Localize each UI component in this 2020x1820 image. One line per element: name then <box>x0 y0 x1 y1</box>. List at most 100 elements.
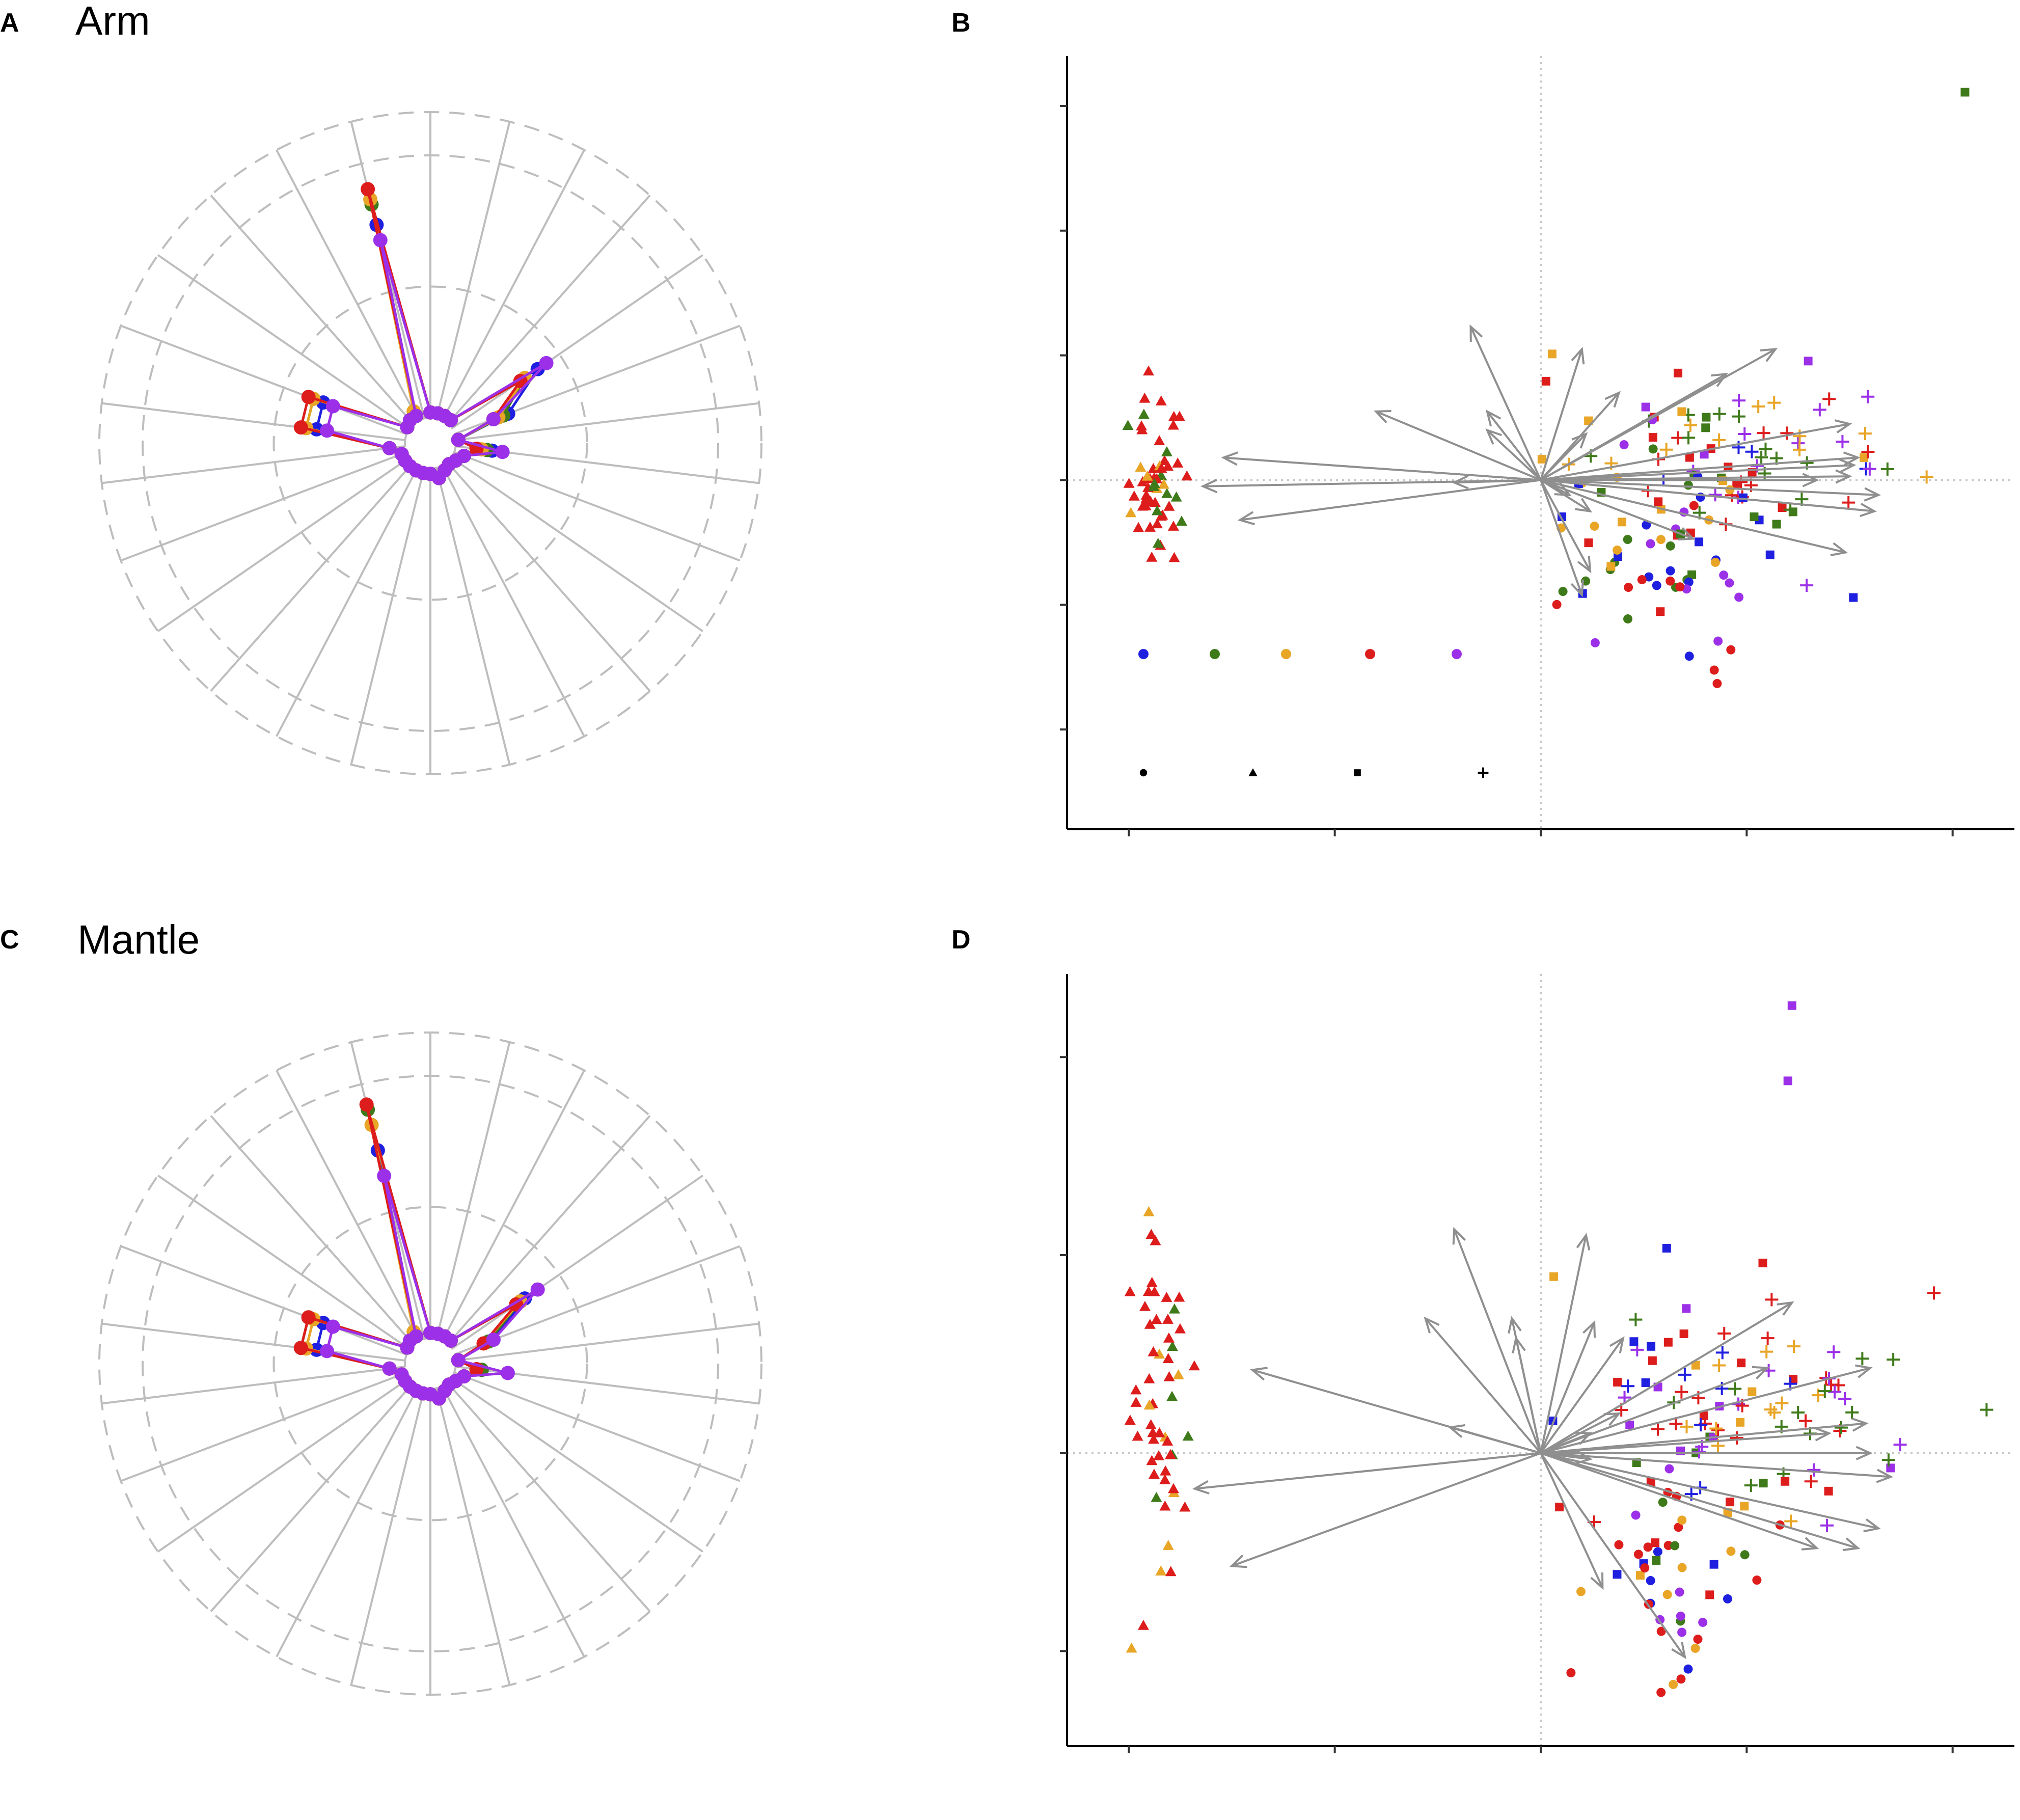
data-point <box>1144 522 1156 532</box>
data-point <box>1711 1423 1725 1437</box>
data-point <box>1656 535 1666 545</box>
data-point <box>1143 365 1155 376</box>
data-point <box>1861 445 1875 458</box>
loading-arrow-f18-0 <box>1540 1367 1871 1454</box>
data-point <box>1669 1417 1683 1430</box>
data-point <box>1682 431 1696 445</box>
radar-spoke <box>446 1382 651 1612</box>
data-point <box>1787 1340 1801 1353</box>
loading-arrowhead <box>1603 1412 1622 1426</box>
loading-arrowhead <box>1570 579 1585 597</box>
loading-arrow-f16-0 <box>1540 1452 1891 1478</box>
radar-spoke <box>451 456 704 632</box>
data-point <box>1648 444 1658 454</box>
data-point <box>1723 1594 1732 1604</box>
data-point <box>1683 1664 1693 1674</box>
radar-spoke <box>451 254 704 430</box>
data-point <box>1135 461 1147 472</box>
data-point <box>1690 1643 1700 1653</box>
data-point-outlier <box>1787 1001 1796 1010</box>
data-point <box>1151 1314 1162 1324</box>
data-point <box>1698 1617 1708 1627</box>
radar-spoke <box>350 1388 425 1686</box>
data-point <box>1710 557 1720 567</box>
data-point <box>1734 592 1744 602</box>
loading-arrowhead <box>1876 1469 1894 1483</box>
data-point <box>1726 1546 1736 1556</box>
loading-arrowhead <box>1452 475 1469 490</box>
data-point <box>1793 429 1807 443</box>
data-point <box>1694 1418 1708 1432</box>
data-point <box>1736 1418 1745 1427</box>
data-point <box>1650 1538 1659 1547</box>
radar-ring <box>142 154 719 732</box>
data-point <box>1676 1611 1685 1621</box>
radar-ring <box>272 1206 588 1522</box>
data-point <box>1725 485 1735 495</box>
data-point <box>1179 1501 1191 1512</box>
radar-spoke <box>441 465 585 737</box>
data-point <box>1861 390 1875 403</box>
data-point <box>1541 376 1550 386</box>
radar-spoke <box>210 461 415 692</box>
data-point <box>1123 477 1135 488</box>
data-point <box>1689 501 1699 510</box>
data-point <box>1717 1326 1731 1340</box>
data-point <box>1705 1590 1714 1599</box>
radar-ring <box>142 1075 719 1652</box>
data-point <box>1162 1540 1174 1550</box>
data-point <box>1759 1479 1768 1488</box>
legend-year-swatch-2005 <box>1248 768 1258 777</box>
loading-arrow-f22-6n3 <box>1194 1452 1541 1490</box>
data-point <box>1677 1563 1687 1572</box>
data-point <box>1154 435 1165 445</box>
data-point <box>1654 497 1663 506</box>
loading-arrow-f14-0 <box>1540 464 1854 481</box>
data-point <box>1781 1477 1790 1486</box>
data-point <box>1552 600 1562 609</box>
panel-b: B <box>951 8 2014 836</box>
data-point <box>1775 1396 1789 1410</box>
radar-spoke <box>446 195 651 425</box>
radar-point-v <box>530 1282 545 1297</box>
data-point-outlier <box>1960 88 1970 97</box>
loading-arrow-f20-4n6 <box>1375 410 1541 481</box>
data-point <box>1849 593 1858 602</box>
data-point <box>1165 1566 1177 1577</box>
data-point <box>1804 1475 1818 1488</box>
data-point <box>1152 518 1163 529</box>
radar-point-iv <box>359 1097 374 1112</box>
loading-arrowhead <box>1571 346 1585 365</box>
panel-d-letter: D <box>951 925 971 955</box>
data-point <box>1881 1453 1895 1467</box>
data-point <box>1141 470 1153 481</box>
data-point <box>1730 1431 1743 1445</box>
data-point <box>1712 407 1726 421</box>
data-point <box>1642 520 1651 530</box>
data-point <box>1181 470 1193 481</box>
loading-arrowhead <box>1855 1446 1873 1460</box>
data-point <box>1133 522 1144 532</box>
loading-arrowhead <box>1576 1233 1591 1251</box>
data-point <box>1728 1382 1742 1396</box>
data-point <box>1712 678 1722 688</box>
radar-spoke <box>276 149 420 421</box>
data-point <box>1646 539 1655 549</box>
data-point <box>1160 1465 1171 1476</box>
data-point <box>1547 349 1557 359</box>
loading-arrowhead <box>1574 1431 1593 1445</box>
radar-point-v <box>325 399 340 414</box>
loading-arrowhead <box>1448 1424 1466 1438</box>
loading-arrow-f14-1 <box>1540 1338 1624 1454</box>
legend-maturity-swatch-i <box>1138 649 1149 659</box>
data-point <box>1163 1332 1175 1343</box>
data-point <box>1188 1360 1200 1371</box>
radar-point-v <box>394 447 409 461</box>
data-point <box>1143 1206 1155 1216</box>
data-point <box>1726 645 1736 655</box>
data-point <box>1147 1427 1159 1437</box>
radar-point-iv <box>293 1341 308 1355</box>
data-point <box>1761 1332 1775 1345</box>
radar-spoke <box>101 1366 405 1405</box>
